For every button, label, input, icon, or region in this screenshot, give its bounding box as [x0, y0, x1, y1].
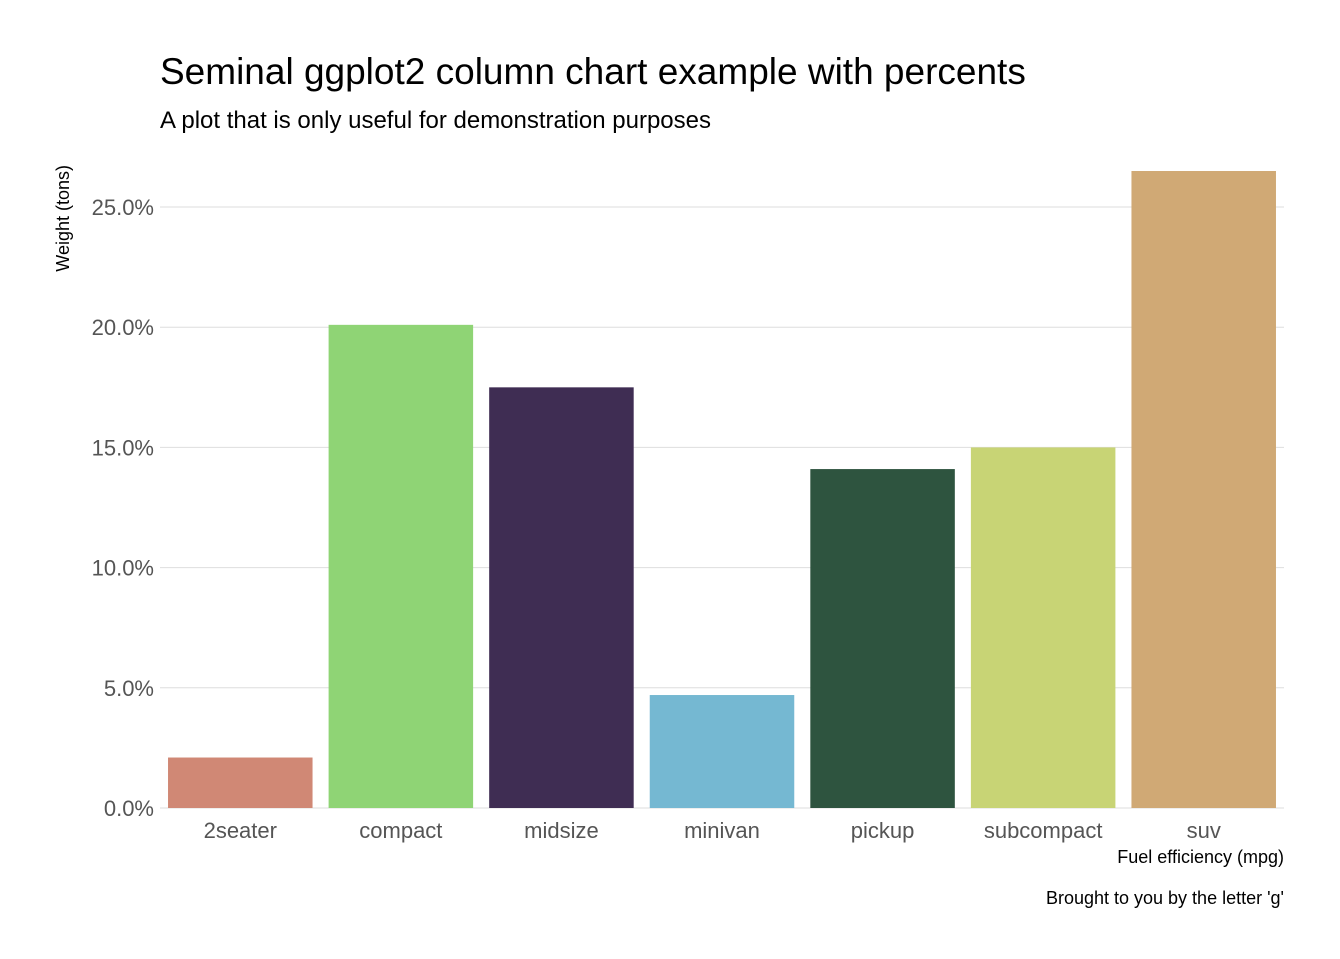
bar-2seater: [168, 757, 313, 808]
bar-suv: [1131, 171, 1276, 808]
y-axis-label: Weight (tons): [53, 165, 73, 272]
y-tick-label: 25.0%: [92, 195, 154, 220]
x-tick-label: 2seater: [204, 818, 277, 843]
x-tick-label: compact: [359, 818, 442, 843]
y-tick-label: 20.0%: [92, 315, 154, 340]
chart-caption: Brought to you by the letter 'g': [1046, 888, 1284, 908]
y-tick-label: 0.0%: [104, 796, 154, 821]
chart-title: Seminal ggplot2 column chart example wit…: [160, 51, 1026, 92]
x-axis-ticks: 2seater compact midsize minivan pickup subcom…: [204, 818, 1221, 843]
bar-midsize: [489, 387, 634, 808]
x-tick-label: subcompact: [984, 818, 1103, 843]
x-tick-label: pickup: [851, 818, 915, 843]
chart-subtitle: A plot that is only useful for demonstra…: [160, 107, 711, 134]
x-tick-label: suv: [1187, 818, 1221, 843]
bar-minivan: [649, 695, 795, 808]
bar-subcompact: [970, 447, 1116, 808]
y-tick-label: 15.0%: [92, 435, 154, 460]
bars: [168, 171, 1276, 808]
y-tick-label: 10.0%: [92, 556, 154, 581]
bar-pickup: [810, 469, 955, 808]
y-tick-label: 5.0%: [104, 676, 154, 701]
x-tick-label: minivan: [684, 818, 760, 843]
x-tick-label: midsize: [524, 818, 599, 843]
bar-compact: [328, 324, 474, 808]
x-axis-label: Fuel efficiency (mpg): [1117, 847, 1284, 867]
y-axis-ticks: 0.0% 5.0% 10.0% 15.0% 20.0% 25.0%: [92, 195, 154, 821]
